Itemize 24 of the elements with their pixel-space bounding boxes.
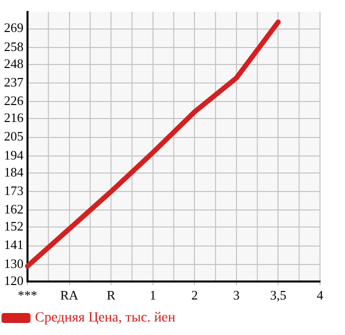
y-tick-label: 120 — [4, 272, 24, 288]
y-tick-label: 152 — [4, 218, 24, 234]
x-tick-label: 1 — [150, 288, 156, 303]
legend-label: Средняя Цена, тыс. йен — [35, 310, 176, 326]
y-tick-label: 269 — [4, 20, 24, 36]
y-tick-label: 205 — [4, 128, 24, 144]
y-tick-label: 237 — [4, 74, 24, 90]
x-tick-label: RA — [60, 288, 79, 303]
x-tick-label: R — [106, 288, 116, 303]
y-tick-label: 162 — [4, 202, 24, 217]
x-tick-label: *** — [18, 288, 38, 303]
x-tick-label: 2 — [191, 288, 198, 303]
y-tick-label: 258 — [4, 38, 24, 54]
y-tick-label: 226 — [4, 93, 24, 108]
y-tick-label: 248 — [4, 56, 24, 71]
y-tick-label: 130 — [4, 256, 24, 271]
y-tick-label: 194 — [4, 147, 24, 162]
x-tick-label: 3 — [233, 288, 240, 303]
y-tick-label: 184 — [4, 164, 24, 180]
y-tick-label: 216 — [4, 110, 24, 126]
y-tick-label: 173 — [4, 182, 24, 198]
y-tick-label: 141 — [4, 237, 24, 252]
x-tick-label: 4 — [316, 288, 324, 303]
x-tick-label: 3,5 — [270, 288, 286, 303]
